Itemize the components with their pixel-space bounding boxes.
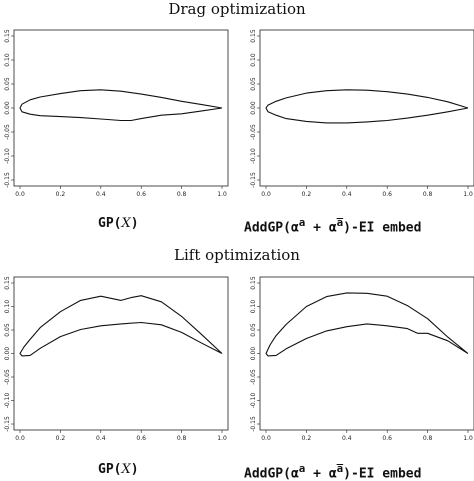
- caption-gp-suffix: ): [130, 462, 139, 477]
- y-tick-label: 0.05: [4, 323, 11, 337]
- y-tick-label: 0.15: [4, 276, 11, 290]
- y-tick-label: 0.10: [250, 300, 257, 314]
- y-tick-label: 0.05: [250, 323, 257, 337]
- y-tick-label: 0.00: [250, 101, 257, 115]
- y-tick-label: 0.15: [250, 29, 257, 43]
- x-tick-label: 0.2: [302, 191, 312, 198]
- caption-add-sup: a: [298, 216, 306, 229]
- x-tick-label: 0.0: [15, 435, 25, 442]
- caption-add-alpha: α: [290, 466, 299, 481]
- y-tick-label: -0.10: [250, 393, 257, 409]
- x-tick-label: 0.2: [302, 435, 312, 442]
- y-tick-label: -0.15: [250, 172, 257, 188]
- caption-add-plus: +: [305, 466, 329, 481]
- x-tick-label: 0.4: [96, 191, 106, 198]
- x-tick-label: 0.0: [261, 435, 271, 442]
- airfoil-line: [19, 295, 223, 357]
- caption-add-prefix: AddGP(: [244, 220, 291, 236]
- y-tick-label: 0.15: [250, 276, 257, 290]
- x-tick-label: 0.4: [342, 435, 352, 442]
- x-tick-label: 0.2: [56, 191, 66, 198]
- y-tick-label: 0.00: [250, 347, 257, 361]
- y-tick-label: -0.10: [250, 148, 257, 164]
- y-tick-label: -0.05: [4, 369, 11, 385]
- y-tick-label: 0.15: [4, 29, 11, 43]
- caption-gp-drag: GP(X): [98, 216, 139, 231]
- caption-gp-var: X: [121, 216, 131, 231]
- x-tick-label: 0.2: [56, 435, 66, 442]
- caption-add-alpha-2: α: [328, 466, 337, 481]
- chart-0: 0.0 0.2 0.4 0.6 0.8 1.0 -0.15 -0.10 -0.05 0.00 0.0…: [4, 29, 229, 198]
- airfoil-line: [19, 89, 223, 122]
- y-tick-label: -0.10: [4, 393, 11, 409]
- caption-add-alpha-2: α: [328, 220, 337, 236]
- caption-add-sup: a: [298, 462, 306, 475]
- y-tick-label: 0.00: [4, 101, 11, 115]
- x-tick-label: 0.0: [261, 191, 271, 198]
- airfoil-line: [265, 89, 469, 124]
- chart-3: 0.0 0.2 0.4 0.6 0.8 1.0 -0.15 -0.10 -0.05 0.00 0.0…: [250, 276, 474, 442]
- plot-frame: [259, 276, 474, 431]
- x-tick-label: 0.8: [423, 191, 433, 198]
- lift-section-title: Lift optimization: [174, 246, 300, 264]
- caption-add-prefix: AddGP(: [244, 466, 291, 481]
- caption-add-sup-bar: a̅: [336, 462, 344, 475]
- plot-frame: [259, 29, 474, 187]
- plot-frame: [13, 29, 229, 187]
- y-tick-label: 0.05: [250, 77, 257, 91]
- y-tick-label: -0.05: [250, 369, 257, 385]
- caption-gp-var: X: [121, 462, 131, 477]
- x-tick-label: 0.8: [177, 191, 187, 198]
- y-tick-label: 0.10: [250, 53, 257, 67]
- caption-add-suffix: )-EI embed: [343, 220, 422, 236]
- x-tick-label: 0.8: [177, 435, 187, 442]
- caption-add-alpha: α: [290, 220, 299, 236]
- caption-gp-suffix: ): [130, 216, 139, 231]
- y-tick-label: -0.15: [4, 172, 11, 188]
- x-tick-label: 0.6: [136, 435, 146, 442]
- caption-addgp-drag: AddGP(αa + αa̅)-EI embed: [244, 216, 421, 235]
- caption-gp-prefix: GP(: [98, 462, 122, 477]
- y-tick-label: -0.05: [4, 124, 11, 140]
- chart-1: 0.0 0.2 0.4 0.6 0.8 1.0 -0.15 -0.10 -0.05 0.00 0.0…: [250, 29, 474, 198]
- drag-section-title: Drag optimization: [168, 0, 306, 18]
- x-tick-label: 0.6: [382, 435, 392, 442]
- y-tick-label: 0.10: [4, 300, 11, 314]
- x-tick-label: 0.4: [96, 435, 106, 442]
- x-tick-label: 1.0: [463, 435, 473, 442]
- x-tick-label: 0.6: [136, 191, 146, 198]
- airfoil-line: [265, 292, 469, 357]
- y-tick-label: 0.00: [4, 347, 11, 361]
- y-tick-label: 0.10: [4, 53, 11, 67]
- x-tick-label: 1.0: [217, 435, 227, 442]
- caption-addgp-lift: AddGP(αa + αa̅)-EI embed: [244, 462, 421, 481]
- x-tick-label: 0.8: [423, 435, 433, 442]
- y-tick-label: -0.10: [4, 148, 11, 164]
- x-tick-label: 0.6: [382, 191, 392, 198]
- caption-add-sup-bar: a̅: [336, 216, 344, 229]
- y-tick-label: -0.05: [250, 124, 257, 140]
- caption-add-suffix: )-EI embed: [343, 466, 422, 481]
- x-tick-label: 1.0: [463, 191, 473, 198]
- caption-add-plus: +: [305, 220, 329, 236]
- x-tick-label: 0.0: [15, 191, 25, 198]
- y-tick-label: -0.15: [250, 416, 257, 432]
- x-tick-label: 0.4: [342, 191, 352, 198]
- y-tick-label: 0.05: [4, 77, 11, 91]
- chart-2: 0.0 0.2 0.4 0.6 0.8 1.0 -0.15 -0.10 -0.05 0.00 0.0…: [4, 276, 229, 442]
- x-tick-label: 1.0: [217, 191, 227, 198]
- y-tick-label: -0.15: [4, 416, 11, 432]
- caption-gp-prefix: GP(: [98, 216, 122, 231]
- caption-gp-lift: GP(X): [98, 462, 139, 477]
